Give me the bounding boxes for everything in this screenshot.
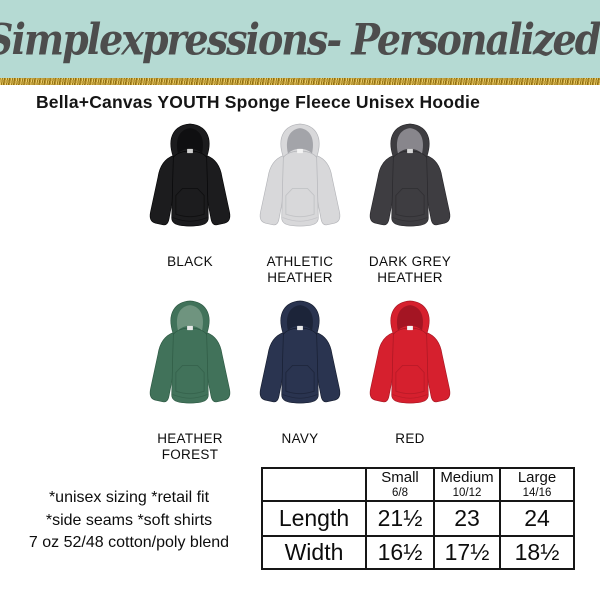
width-medium: 17½: [433, 535, 501, 570]
detail-line-1: *unisex sizing *retail fit: [48, 489, 210, 506]
table-row-width: Width 16½ 17½ 18½: [261, 535, 575, 570]
size-table-header-row: Small 6/8 Medium 10/12 Large 14/16: [261, 467, 575, 502]
product-title: Bella+Canvas YOUTH Sponge Fleece Unisex …: [35, 92, 481, 112]
hoodie-card-heather-forest: HEATHER FOREST: [135, 296, 245, 463]
hoodie-card-black: BLACK: [135, 119, 245, 286]
size-column-medium: Medium 10/12: [433, 467, 501, 502]
length-large: 24: [499, 500, 575, 537]
color-label-navy: NAVY: [281, 431, 319, 446]
table-row-length: Length 21½ 23 24: [261, 500, 575, 537]
size-chart: Small 6/8 Medium 10/12 Large 14/16 Lengt…: [261, 467, 575, 570]
color-label-red: RED: [395, 431, 425, 446]
hoodie-image-red: [370, 300, 450, 404]
color-label-heather-forest: HEATHER FOREST: [157, 431, 223, 462]
hoodie-image-heather-forest: [150, 300, 230, 404]
color-label-athletic-heather: ATHLETIC HEATHER: [266, 254, 334, 285]
shop-title: Simplexpressions- Personalized!: [0, 13, 600, 65]
hoodie-card-red: RED: [355, 296, 465, 463]
size-table-corner-cell: [261, 467, 367, 502]
product-details: *unisex sizing *retail fit *side seams *…: [0, 467, 258, 555]
length-small: 21½: [365, 500, 435, 537]
row-label-length: Length: [261, 500, 367, 537]
hoodie-image-black: [150, 123, 230, 227]
size-table: Small 6/8 Medium 10/12 Large 14/16 Lengt…: [261, 467, 575, 570]
color-label-black: BLACK: [167, 254, 213, 269]
hoodie-card-dark-grey-heather: DARK GREY HEATHER: [355, 119, 465, 286]
banner: Simplexpressions- Personalized!: [0, 0, 600, 78]
width-small: 16½: [365, 535, 435, 570]
size-column-small: Small 6/8: [365, 467, 435, 502]
width-large: 18½: [499, 535, 575, 570]
hoodie-card-navy: NAVY: [245, 296, 355, 463]
detail-line-3: 7 oz 52/48 cotton/poly blend: [28, 534, 230, 552]
bottom-section: *unisex sizing *retail fit *side seams *…: [0, 467, 600, 570]
hoodie-card-athletic-heather: ATHLETIC HEATHER: [245, 119, 355, 286]
size-column-large: Large 14/16: [499, 467, 575, 502]
detail-line-2: *side seams *soft shirts: [45, 511, 213, 529]
row-label-width: Width: [261, 535, 367, 570]
glitter-divider: [0, 78, 600, 85]
hoodie-image-athletic-heather: [260, 123, 340, 227]
color-swatch-grid: BLACK ATHLETIC HEATHER DARK GREY HEATHER H…: [0, 119, 600, 463]
length-medium: 23: [433, 500, 501, 537]
hoodie-image-navy: [260, 300, 340, 404]
hoodie-image-dark-grey-heather: [370, 123, 450, 227]
color-label-dark-grey-heather: DARK GREY HEATHER: [368, 254, 452, 285]
